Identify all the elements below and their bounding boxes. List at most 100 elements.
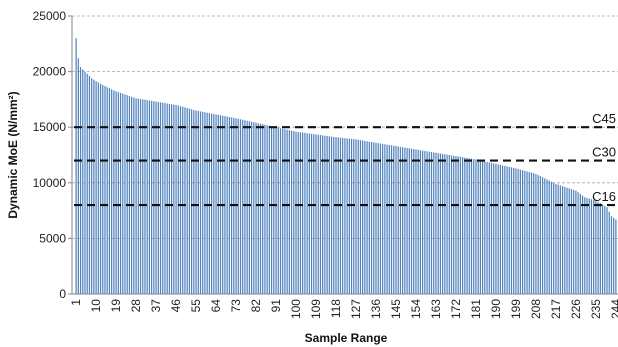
bar [568, 188, 570, 294]
bar [173, 104, 175, 295]
bar [226, 116, 228, 294]
bar [333, 136, 335, 294]
bar [348, 138, 350, 294]
bar [328, 136, 330, 294]
bar [419, 150, 422, 294]
bar [513, 167, 515, 294]
bar [131, 96, 133, 294]
bar [533, 173, 535, 294]
bar [168, 103, 171, 295]
bar [273, 126, 275, 294]
bar [313, 134, 315, 294]
bar [613, 217, 615, 294]
bar [566, 187, 568, 294]
bar [184, 107, 186, 294]
bar [508, 166, 510, 294]
bar [548, 180, 550, 294]
bar [573, 189, 575, 294]
bar [450, 155, 453, 294]
bar [424, 150, 426, 294]
x-tick-label: 136 [369, 299, 383, 319]
bar [315, 134, 317, 294]
bar [142, 99, 144, 295]
x-tick-label: 82 [249, 299, 263, 313]
bar [188, 108, 191, 295]
bar [182, 106, 184, 295]
bar [410, 148, 413, 294]
y-tick-label: 0 [59, 287, 66, 301]
bar [444, 154, 446, 294]
bar [239, 119, 242, 294]
bar [208, 113, 211, 294]
bar [242, 119, 244, 294]
bar [433, 152, 435, 294]
x-tick-label: 100 [289, 299, 303, 319]
bar [486, 161, 488, 294]
bar [408, 148, 410, 294]
bar [393, 145, 395, 294]
bar [517, 168, 519, 294]
y-tick-label: 25000 [33, 9, 67, 23]
bar [595, 200, 597, 294]
bar [270, 126, 273, 295]
bar [499, 164, 501, 294]
bar [308, 133, 310, 294]
bar [388, 144, 390, 294]
bar [535, 173, 537, 294]
bar [235, 118, 237, 294]
bar [550, 181, 553, 294]
bar [528, 172, 530, 294]
bar [88, 76, 91, 294]
y-tick-label: 15000 [33, 120, 67, 134]
x-tick-label: 199 [509, 299, 523, 319]
x-tick-label: 109 [309, 299, 323, 319]
bar [346, 138, 348, 294]
bar [310, 133, 313, 294]
bar [588, 198, 590, 294]
bar [277, 127, 279, 295]
bar [468, 158, 470, 294]
bar [475, 159, 477, 294]
bar [537, 175, 539, 294]
bar [546, 179, 548, 294]
bar [122, 93, 124, 294]
x-tick-label: 163 [429, 299, 443, 319]
bar [386, 144, 388, 294]
x-tick-label: 226 [569, 299, 583, 319]
bar [75, 38, 77, 294]
bar [561, 186, 564, 294]
bar [404, 147, 406, 294]
bar [299, 132, 302, 294]
bar [355, 139, 357, 294]
bar [111, 89, 113, 294]
bar [255, 122, 257, 294]
bar [559, 185, 561, 294]
x-tick-label: 127 [349, 299, 363, 319]
bar [288, 130, 290, 294]
bar [342, 137, 344, 294]
bar [86, 73, 88, 294]
bar [330, 136, 333, 294]
bar [544, 178, 546, 294]
bar [459, 156, 462, 294]
bar [521, 170, 524, 294]
x-tick-label: 244 [609, 299, 618, 319]
x-tick-label: 46 [169, 299, 183, 313]
bar [97, 82, 99, 294]
bar [279, 128, 282, 294]
bar [510, 167, 513, 294]
bar [166, 103, 168, 295]
bar [319, 135, 322, 294]
bar [586, 197, 588, 294]
bar [148, 100, 151, 295]
bar [317, 134, 319, 294]
bar [324, 135, 326, 294]
bar [282, 128, 284, 294]
bar [228, 117, 230, 294]
bar [397, 146, 399, 294]
bar [488, 162, 490, 294]
bar [470, 158, 473, 294]
bar [430, 152, 433, 294]
bar [199, 111, 202, 294]
bar [146, 100, 148, 295]
